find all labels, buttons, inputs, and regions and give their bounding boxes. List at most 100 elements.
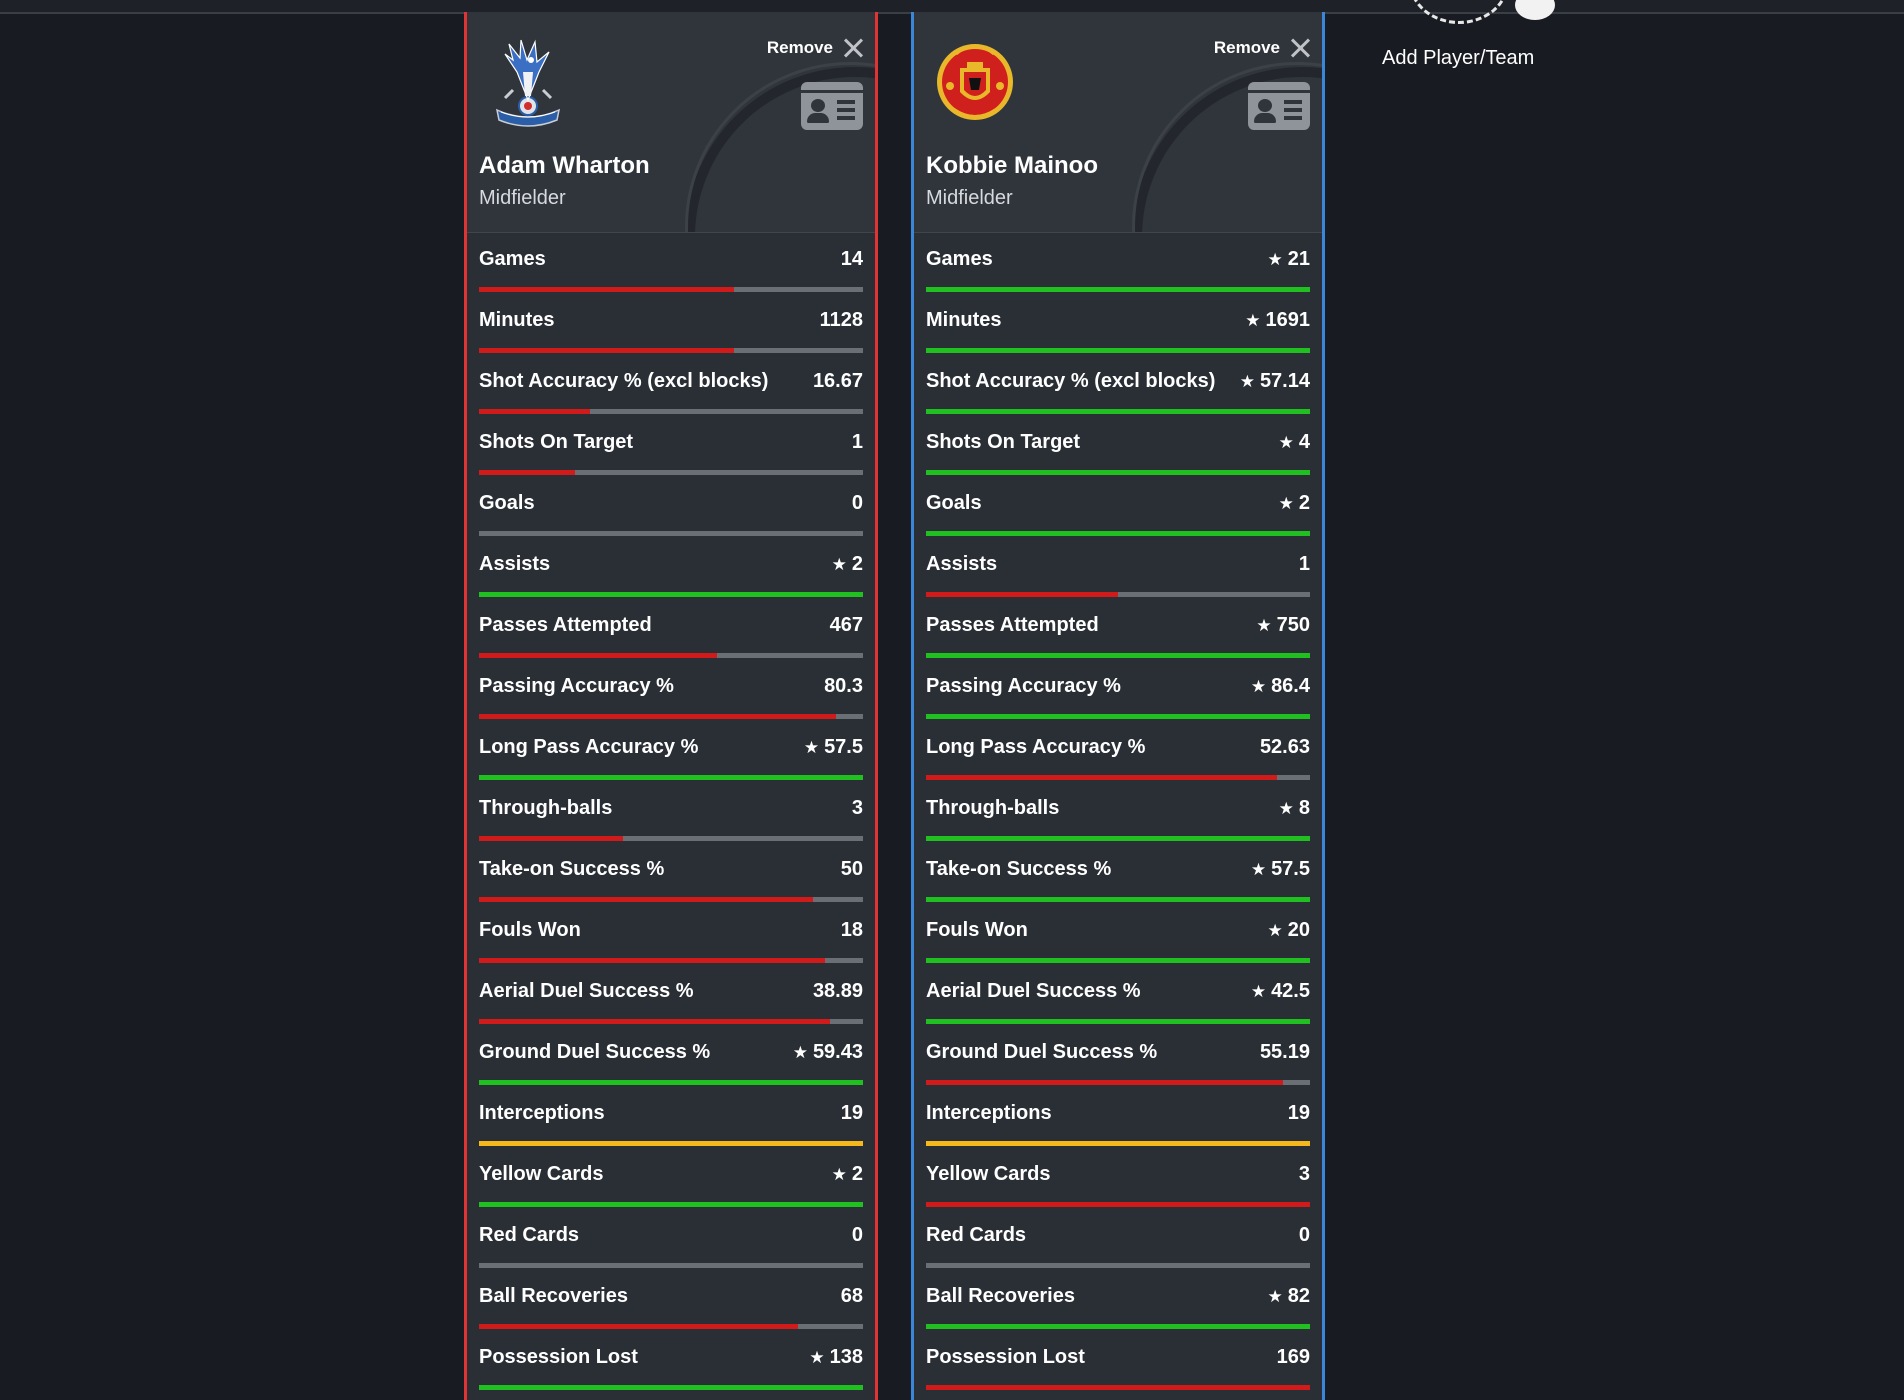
star-icon: ★ bbox=[1267, 921, 1283, 940]
stat-row: Yellow Cards 3 bbox=[914, 1148, 1322, 1209]
add-player-ring-icon[interactable] bbox=[1409, 0, 1509, 24]
stat-label: Minutes bbox=[479, 309, 555, 331]
add-player-plus-icon[interactable] bbox=[1515, 0, 1555, 20]
stat-value: 19 bbox=[1287, 1102, 1310, 1124]
stat-bar-fill bbox=[926, 1202, 1310, 1207]
stat-row: Assists 1 bbox=[914, 538, 1322, 599]
stat-value: 55.19 bbox=[1259, 1041, 1310, 1063]
stat-bar-fill bbox=[926, 531, 1310, 536]
stat-bar bbox=[926, 836, 1310, 841]
stat-label: Through-balls bbox=[926, 797, 1060, 819]
stat-bar bbox=[479, 470, 863, 475]
player-name: Kobbie Mainoo bbox=[926, 152, 1098, 179]
stat-bar bbox=[926, 897, 1310, 902]
stat-bar-fill bbox=[926, 592, 1118, 597]
stat-label: Yellow Cards bbox=[926, 1163, 1051, 1185]
remove-button[interactable]: Remove bbox=[767, 38, 863, 58]
stat-value: 1 bbox=[851, 431, 863, 453]
player-card-right: Remove Kobbie Mainoo Midfielder Games ★ 21… bbox=[911, 12, 1325, 1400]
stat-bar-fill bbox=[479, 897, 814, 902]
stat-row: Possession Lost ★ 138 bbox=[467, 1331, 875, 1392]
stat-value: 59.43 bbox=[812, 1041, 863, 1063]
stat-value: 8 bbox=[1298, 797, 1310, 819]
stat-value-group: 80.3 bbox=[824, 675, 863, 698]
stat-value-group: 14 bbox=[841, 248, 863, 271]
stat-value-group: 19 bbox=[841, 1102, 863, 1125]
stat-bar bbox=[926, 348, 1310, 353]
stat-row: Take-on Success % ★ 57.5 bbox=[914, 843, 1322, 904]
stat-value: 138 bbox=[829, 1346, 863, 1368]
star-icon: ★ bbox=[1250, 982, 1267, 1001]
stat-label: Red Cards bbox=[479, 1224, 580, 1246]
stat-bar-fill bbox=[479, 1019, 831, 1024]
stat-value: 1 bbox=[1298, 553, 1310, 575]
add-player-team-label[interactable]: Add Player/Team bbox=[1382, 47, 1535, 69]
stat-row: Passes Attempted 467 bbox=[467, 599, 875, 660]
remove-button[interactable]: Remove bbox=[1214, 38, 1310, 58]
stat-bar-fill bbox=[479, 1324, 798, 1329]
stat-label: Interceptions bbox=[479, 1102, 605, 1124]
stat-value: 169 bbox=[1276, 1346, 1310, 1368]
stat-bar-fill bbox=[926, 897, 1310, 902]
stat-row: Passing Accuracy % ★ 86.4 bbox=[914, 660, 1322, 721]
stat-row: Games ★ 21 bbox=[914, 233, 1322, 294]
stat-value: 19 bbox=[840, 1102, 863, 1124]
stat-value-group: ★ 42.5 bbox=[1251, 980, 1310, 1003]
stat-label: Games bbox=[479, 248, 546, 270]
stat-label: Shots On Target bbox=[926, 431, 1081, 453]
star-icon: ★ bbox=[792, 1043, 808, 1062]
manchester-united-crest-icon bbox=[937, 44, 1013, 120]
stat-bar bbox=[926, 775, 1310, 780]
stat-bar bbox=[926, 1202, 1310, 1207]
stat-bar-fill bbox=[479, 1385, 863, 1390]
stat-bar bbox=[926, 287, 1310, 292]
stat-value-group: ★ 82 bbox=[1268, 1285, 1311, 1308]
stat-label: Possession Lost bbox=[479, 1346, 638, 1368]
stat-value-group: ★ 2 bbox=[832, 553, 863, 576]
player-card-left: Remove Adam Wharton Midfielder Games 14 Mi… bbox=[464, 12, 878, 1400]
stat-value: 2 bbox=[851, 553, 863, 575]
stat-value-group: ★ 138 bbox=[809, 1346, 863, 1369]
stat-value-group: ★ 2 bbox=[1279, 492, 1310, 515]
star-icon: ★ bbox=[831, 555, 847, 574]
close-icon[interactable] bbox=[1290, 38, 1310, 58]
stat-row: Passes Attempted ★ 750 bbox=[914, 599, 1322, 660]
stat-row: Goals 0 bbox=[467, 477, 875, 538]
stat-value-group: ★ 21 bbox=[1268, 248, 1311, 271]
stat-row: Minutes 1128 bbox=[467, 294, 875, 355]
stat-value-group: ★ 2 bbox=[832, 1163, 863, 1186]
stat-value-group: 38.89 bbox=[813, 980, 863, 1003]
stat-bar bbox=[926, 409, 1310, 414]
stat-bar bbox=[479, 1324, 863, 1329]
remove-label: Remove bbox=[766, 38, 833, 57]
stat-value-group: 467 bbox=[830, 614, 863, 637]
stat-bar bbox=[479, 836, 863, 841]
star-icon: ★ bbox=[1250, 860, 1267, 879]
stat-bar bbox=[479, 653, 863, 658]
add-player-team-button[interactable]: Add Player/Team bbox=[1375, 0, 1555, 80]
stat-bar bbox=[479, 1385, 863, 1390]
stat-label: Passes Attempted bbox=[926, 614, 1099, 636]
stat-bar-fill bbox=[479, 470, 575, 475]
stat-value: 3 bbox=[1298, 1163, 1310, 1185]
stat-row: Passing Accuracy % 80.3 bbox=[467, 660, 875, 721]
stat-value-group: 1 bbox=[1299, 553, 1310, 576]
stat-bar-fill bbox=[926, 1019, 1310, 1024]
id-card-icon[interactable] bbox=[1248, 82, 1310, 130]
id-card-icon[interactable] bbox=[801, 82, 863, 130]
stat-row: Through-balls 3 bbox=[467, 782, 875, 843]
close-icon[interactable] bbox=[843, 38, 863, 58]
stat-row: Take-on Success % 50 bbox=[467, 843, 875, 904]
stat-value: 50 bbox=[840, 858, 863, 880]
stat-value-group: ★ 20 bbox=[1268, 919, 1311, 942]
stat-row: Minutes ★ 1691 bbox=[914, 294, 1322, 355]
stat-label: Games bbox=[926, 248, 993, 270]
star-icon: ★ bbox=[1239, 372, 1255, 391]
stat-value-group: 0 bbox=[852, 492, 863, 515]
stat-bar-fill bbox=[479, 287, 735, 292]
stat-row: Assists ★ 2 bbox=[467, 538, 875, 599]
stat-label: Possession Lost bbox=[926, 1346, 1085, 1368]
stats-list: Games 14 Minutes 1128 Shot Accuracy % (excl … bbox=[467, 233, 875, 1392]
stat-value: 21 bbox=[1287, 248, 1310, 270]
stat-row: Through-balls ★ 8 bbox=[914, 782, 1322, 843]
